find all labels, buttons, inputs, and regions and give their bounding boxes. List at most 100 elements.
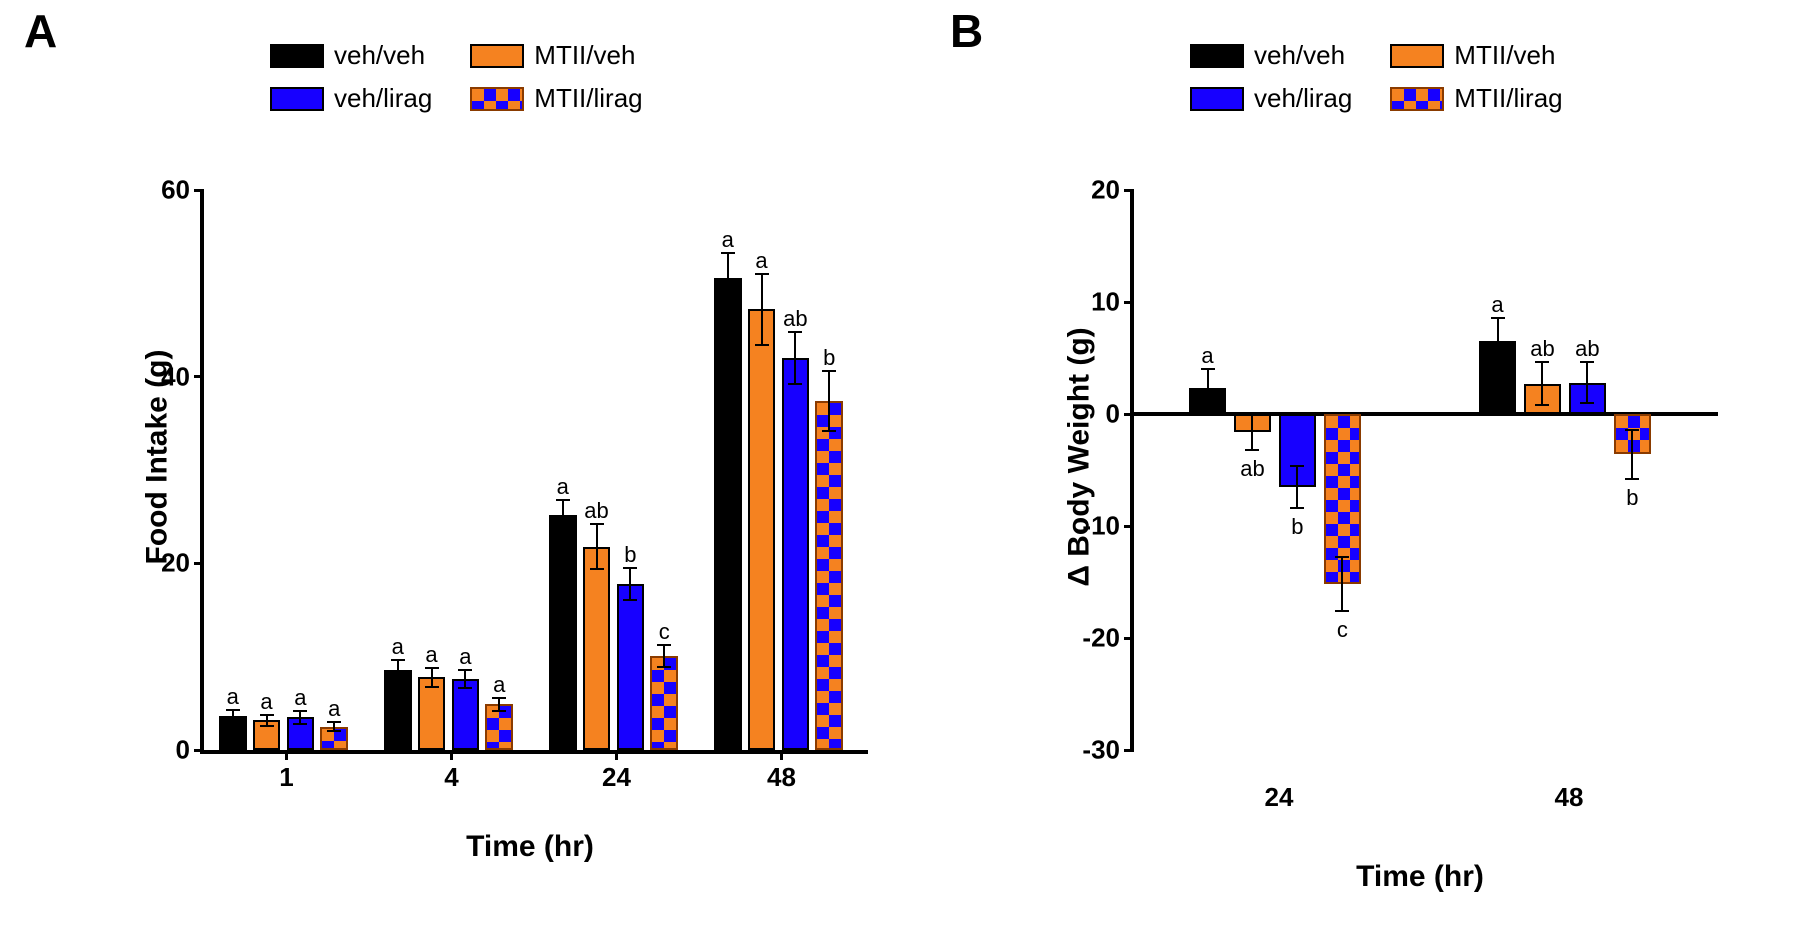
error-cap — [1625, 478, 1639, 480]
error-bar — [629, 568, 631, 600]
ytick-label: 60 — [161, 175, 204, 206]
figure: A 02040601aaaa4aaaa24aabbc48aaabb Food I… — [0, 0, 1800, 938]
error-cap — [1245, 413, 1259, 415]
error-bar — [1631, 430, 1633, 479]
significance-label: a — [1491, 292, 1503, 318]
significance-label: c — [1337, 617, 1348, 643]
error-cap — [1335, 610, 1349, 612]
xtick-label: 24 — [1265, 782, 1294, 813]
legend-item: veh/veh — [270, 40, 432, 71]
panel-b-plot: -30-20-100102024aabbc48aababb — [1130, 190, 1714, 750]
significance-label: a — [425, 642, 437, 668]
ytick-label: 10 — [1091, 287, 1134, 318]
legend-label: veh/veh — [334, 40, 425, 71]
error-bar — [1586, 362, 1588, 402]
ytick-label: 20 — [1091, 175, 1134, 206]
error-bar — [1207, 369, 1209, 407]
error-bar — [1541, 362, 1543, 405]
ytick-label: 0 — [176, 735, 204, 766]
significance-label: a — [294, 685, 306, 711]
significance-label: b — [1626, 485, 1638, 511]
error-bar — [761, 274, 763, 345]
error-cap — [492, 710, 506, 712]
panel-a-legend: veh/vehMTII/vehveh/liragMTII/lirag — [270, 40, 643, 114]
panel-b-label: B — [950, 4, 983, 58]
legend-swatch — [1390, 44, 1444, 68]
xtick — [285, 750, 288, 760]
error-cap — [1335, 556, 1349, 558]
significance-label: a — [755, 248, 767, 274]
panel-a-plot: 02040601aaaa4aaaa24aabbc48aaabb — [200, 190, 864, 750]
xtick — [780, 750, 783, 760]
panel-a-ylabel: Food Intake (g) — [140, 350, 174, 565]
xtick — [450, 750, 453, 760]
error-cap — [1290, 465, 1304, 467]
error-bar — [663, 645, 665, 667]
legend-item: MTII/lirag — [470, 83, 642, 114]
error-cap — [260, 725, 274, 727]
error-cap — [425, 686, 439, 688]
error-cap — [226, 722, 240, 724]
bar — [549, 515, 577, 750]
error-cap — [327, 730, 341, 732]
significance-label: b — [1291, 514, 1303, 540]
xtick — [615, 750, 618, 760]
significance-label: ab — [1575, 336, 1599, 362]
significance-label: c — [659, 619, 670, 645]
bar — [617, 584, 645, 750]
error-cap — [391, 678, 405, 680]
xtick-label: 4 — [444, 762, 458, 793]
significance-label: a — [493, 672, 505, 698]
significance-label: ab — [584, 498, 608, 524]
significance-label: a — [227, 684, 239, 710]
legend-label: MTII/veh — [1454, 40, 1555, 71]
error-cap — [1290, 507, 1304, 509]
error-cap — [755, 344, 769, 346]
xtick-label: 24 — [602, 762, 631, 793]
significance-label: a — [1201, 343, 1213, 369]
significance-label: b — [823, 345, 835, 371]
legend-label: MTII/lirag — [534, 83, 642, 114]
legend-swatch — [270, 44, 324, 68]
panel-b-legend: veh/veh MTII/veh veh/lirag MTII/lirag — [1190, 40, 1563, 114]
bar — [384, 670, 412, 750]
error-bar — [1296, 466, 1298, 509]
legend-item: MTII/veh — [470, 40, 642, 71]
bar — [583, 547, 611, 750]
error-cap — [1245, 449, 1259, 451]
legend-item: MTII/lirag — [1390, 83, 1562, 114]
panel-a-label: A — [24, 4, 57, 58]
error-cap — [556, 529, 570, 531]
legend-item: veh/veh — [1190, 40, 1352, 71]
panel-a-xlabel: Time (hr) — [466, 830, 594, 864]
error-cap — [1535, 404, 1549, 406]
significance-label: a — [722, 227, 734, 253]
error-cap — [623, 599, 637, 601]
legend-swatch — [270, 87, 324, 111]
bar — [815, 401, 843, 750]
error-bar — [596, 524, 598, 569]
legend-label: veh/lirag — [1254, 83, 1352, 114]
error-bar — [397, 660, 399, 679]
error-bar — [1341, 557, 1343, 611]
bar — [748, 309, 776, 750]
legend-label: MTII/veh — [534, 40, 635, 71]
error-bar — [431, 668, 433, 687]
ytick-label: -20 — [1082, 623, 1134, 654]
panel-b-xlabel: Time (hr) — [1356, 860, 1484, 894]
significance-label: a — [557, 474, 569, 500]
legend-item: veh/lirag — [1190, 83, 1352, 114]
bar — [650, 656, 678, 750]
significance-label: b — [624, 542, 636, 568]
error-cap — [788, 383, 802, 385]
error-cap — [1625, 429, 1639, 431]
legend-label: MTII/lirag — [1454, 83, 1562, 114]
error-bar — [1497, 318, 1499, 365]
ytick-label: -30 — [1082, 735, 1134, 766]
significance-label: ab — [1530, 336, 1554, 362]
error-cap — [590, 568, 604, 570]
xtick-label: 1 — [279, 762, 293, 793]
error-bar — [727, 253, 729, 302]
legend-item: MTII/veh — [1390, 40, 1562, 71]
error-cap — [822, 430, 836, 432]
